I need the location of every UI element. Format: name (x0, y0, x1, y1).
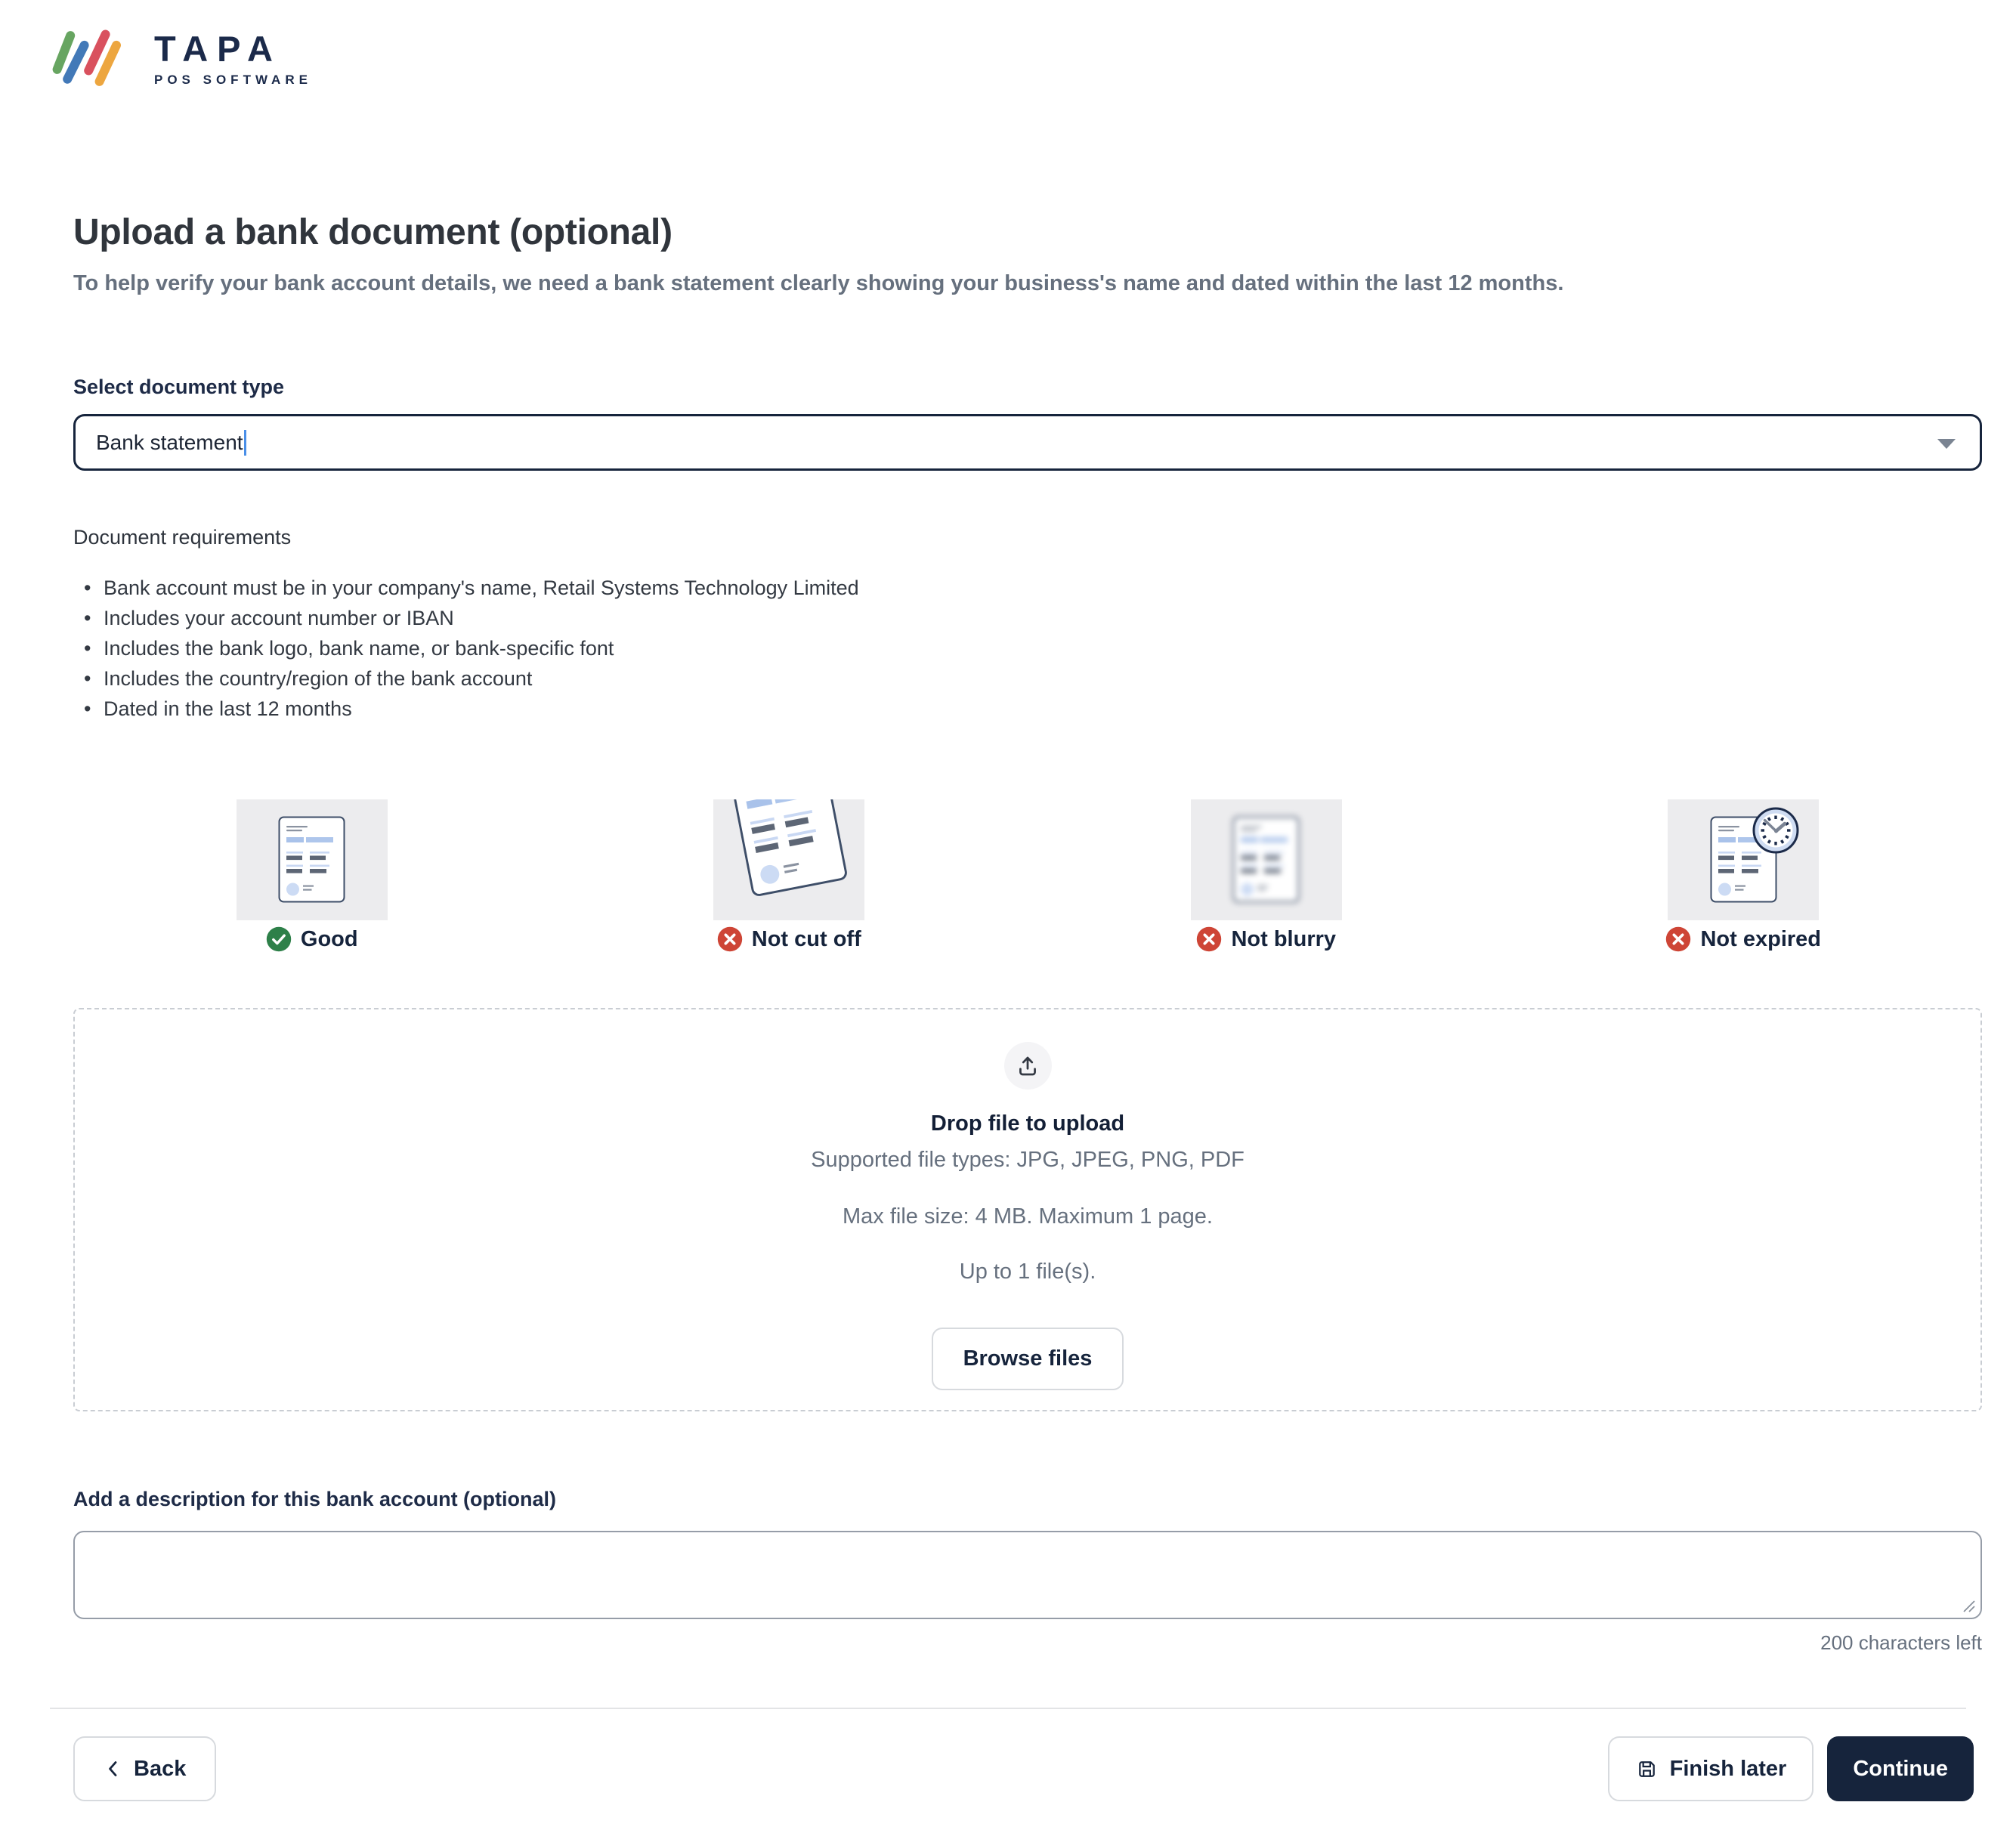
x-circle-icon (717, 926, 743, 952)
example-caption: Not cut off (717, 926, 861, 952)
save-icon (1635, 1757, 1659, 1781)
document-illustration-tilted (728, 799, 849, 898)
description-field-wrap (73, 1530, 1982, 1619)
requirement-item: Bank account must be in your company's n… (84, 573, 1982, 603)
example-not-cut-off-thumbnail (713, 799, 865, 920)
footer-divider (50, 1708, 1966, 1710)
example-not-blurry-thumbnail (1190, 799, 1342, 920)
dropzone-title: Drop file to upload (930, 1111, 1125, 1136)
requirement-item: Includes the country/region of the bank … (84, 663, 1982, 694)
chevron-down-icon (1937, 438, 1956, 449)
dropzone-file-count: Up to 1 file(s). (959, 1259, 1096, 1284)
example-caption: Not blurry (1196, 926, 1336, 952)
brand-tagline: POS SOFTWARE (154, 73, 312, 87)
chevron-left-icon (104, 1759, 123, 1779)
requirement-item: Includes your account number or IBAN (84, 603, 1982, 633)
example-not-expired: Not expired (1505, 799, 1983, 952)
document-illustration-blurred (1232, 816, 1300, 903)
back-button-label: Back (134, 1756, 187, 1781)
document-type-label: Select document type (73, 375, 285, 398)
example-not-cut-off: Not cut off (551, 799, 1028, 952)
finish-later-label: Finish later (1669, 1756, 1787, 1781)
logo-bars-icon (52, 29, 121, 86)
clock-icon (1752, 806, 1800, 855)
example-caption: Not expired (1665, 926, 1821, 952)
file-dropzone[interactable]: Drop file to upload Supported file types… (73, 1007, 1982, 1411)
characters-left-counter: 200 characters left (1820, 1631, 1982, 1654)
page-subtitle: To help verify your bank account details… (73, 271, 1564, 296)
description-textarea[interactable] (73, 1530, 1982, 1619)
document-illustration (278, 816, 345, 903)
example-label: Good (300, 926, 358, 951)
browse-files-button[interactable]: Browse files (931, 1327, 1124, 1390)
example-not-expired-thumbnail (1668, 799, 1820, 920)
example-label: Not blurry (1231, 926, 1337, 951)
footer-actions: Back Finish later Continue (73, 1736, 1974, 1802)
resize-grip-icon[interactable] (1961, 1598, 1976, 1613)
description-label: Add a description for this bank account … (73, 1487, 557, 1510)
example-label: Not cut off (751, 926, 861, 951)
finish-later-button[interactable]: Finish later (1607, 1736, 1814, 1802)
x-circle-icon (1665, 926, 1691, 952)
dropzone-supported-types: Supported file types: JPG, JPEG, PNG, PD… (811, 1148, 1245, 1173)
example-good-thumbnail (236, 799, 388, 920)
page-title: Upload a bank document (optional) (73, 212, 673, 252)
document-type-select[interactable]: Bank statement (73, 414, 1982, 471)
back-button[interactable]: Back (73, 1736, 217, 1802)
example-good: Good (73, 799, 551, 952)
logo-text: TAPA POS SOFTWARE (154, 31, 312, 86)
upload-icon (1015, 1053, 1040, 1078)
footer-right-group: Finish later Continue (1607, 1736, 1974, 1802)
brand-name: TAPA (154, 29, 282, 69)
requirements-heading: Document requirements (73, 526, 292, 549)
check-circle-icon (266, 926, 292, 952)
requirement-item: Includes the bank logo, bank name, or ba… (84, 633, 1982, 663)
document-type-value: Bank statement (96, 430, 243, 454)
requirements-list: Bank account must be in your company's n… (73, 573, 1982, 724)
top-bar: TAPA POS SOFTWARE (0, 0, 2016, 94)
text-cursor (243, 429, 246, 456)
upload-icon-circle (1003, 1041, 1052, 1090)
requirement-item: Dated in the last 12 months (84, 694, 1982, 724)
example-label: Not expired (1700, 926, 1822, 951)
document-examples: Good Not cut off Not blurry (73, 799, 1982, 952)
tapa-logo: TAPA POS SOFTWARE (50, 23, 2016, 94)
example-caption: Good (266, 926, 358, 952)
main-content: Upload a bank document (optional) To hel… (73, 212, 1982, 1655)
x-circle-icon (1196, 926, 1222, 952)
dropzone-max-size: Max file size: 4 MB. Maximum 1 page. (843, 1204, 1213, 1229)
example-not-blurry: Not blurry (1028, 799, 1505, 952)
continue-button[interactable]: Continue (1827, 1736, 1974, 1802)
